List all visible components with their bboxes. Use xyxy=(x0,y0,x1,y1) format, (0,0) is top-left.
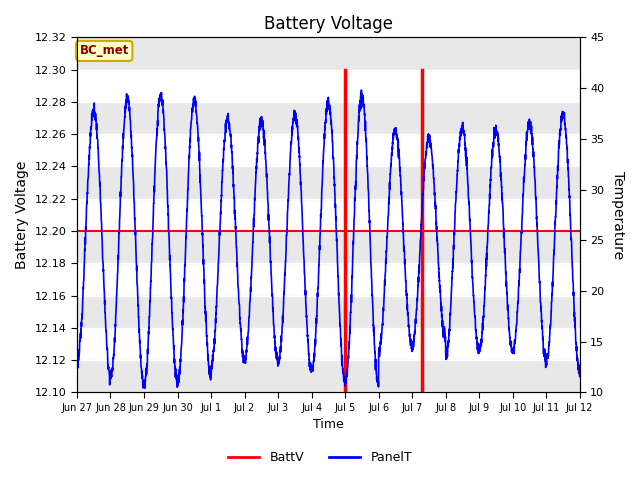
Bar xyxy=(77,360,580,393)
Legend: BattV, PanelT: BattV, PanelT xyxy=(223,446,417,469)
Bar xyxy=(77,167,580,199)
Bar xyxy=(77,102,580,134)
X-axis label: Time: Time xyxy=(313,419,344,432)
Y-axis label: Temperature: Temperature xyxy=(611,171,625,259)
Y-axis label: Battery Voltage: Battery Voltage xyxy=(15,161,29,269)
Bar xyxy=(77,37,580,70)
Bar xyxy=(77,231,580,264)
Bar xyxy=(77,296,580,328)
Title: Battery Voltage: Battery Voltage xyxy=(264,15,393,33)
Text: BC_met: BC_met xyxy=(79,45,129,58)
